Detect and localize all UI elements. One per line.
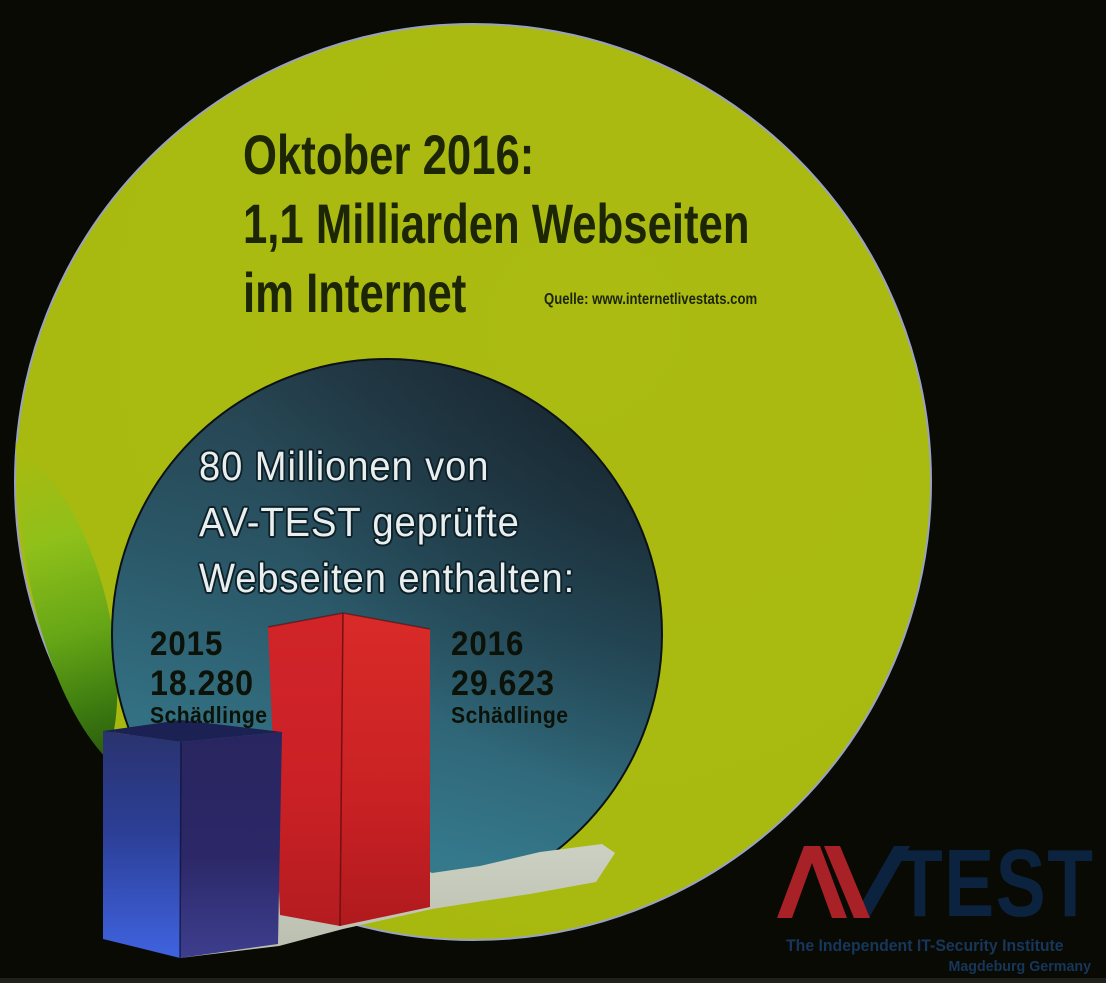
headline-line-1: Oktober 2016:: [243, 123, 535, 186]
bar-2015-label: 2015 18.280 Schädlinge: [150, 624, 316, 728]
bar-2016-year: 2016: [451, 625, 525, 663]
inner-line-2: AV-TEST geprüfte: [199, 499, 520, 545]
headline-line-3: im Internet: [243, 261, 467, 324]
test-wordmark: TEST: [897, 830, 1095, 937]
av-v-red-stroke: [824, 846, 870, 918]
inner-line-3: Webseiten enthalten:: [199, 555, 576, 601]
source-label: Quelle: www.internetlivestats.com: [544, 291, 758, 308]
bar-2016-value: 29.623: [451, 664, 556, 703]
logo-tagline: The Independent IT-Security Institute: [786, 936, 1064, 955]
headline: Oktober 2016: 1,1 Milliarden Webseiten i…: [243, 120, 892, 327]
inner-line-1: 80 Millionen von: [199, 443, 490, 489]
inner-circle-copy: 80 Millionen von AV-TEST geprüfte Websei…: [199, 438, 603, 606]
headline-line-2: 1,1 Milliarden Webseiten: [243, 192, 750, 255]
av-monogram-icon: [777, 846, 910, 918]
bar-2015-year: 2015: [150, 625, 224, 663]
bar-2016-unit: Schädlinge: [451, 702, 569, 728]
bar-2015-unit: Schädlinge: [150, 702, 268, 728]
av-v-navy-stroke: [853, 846, 910, 918]
bar-2015-value: 18.280: [150, 664, 255, 703]
bottom-strip: [0, 978, 1106, 983]
bar-2016-label: 2016 29.623 Schädlinge: [451, 624, 617, 728]
av-a-red: [777, 846, 847, 918]
logo-location: Magdeburg Germany: [948, 958, 1091, 975]
